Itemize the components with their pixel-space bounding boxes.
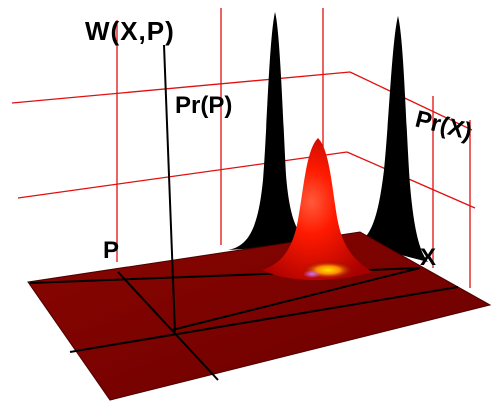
x-axis-label: X <box>420 244 436 271</box>
marginal-p-peak <box>228 12 318 250</box>
wigner-peak <box>262 138 372 280</box>
wigner-label: W(X,P) <box>85 16 175 46</box>
floor-line-center <box>171 267 421 331</box>
grid-lines <box>11 8 476 288</box>
wigner-peak-magenta <box>303 270 321 278</box>
w-axis <box>163 44 176 333</box>
grid-line-left-top <box>11 71 351 104</box>
marginal-x-peak <box>355 16 428 262</box>
grid-line-right-top <box>349 71 473 131</box>
phase-space-floor <box>27 231 492 401</box>
marginal-p-label: Pr(P) <box>175 92 232 119</box>
p-axis-label: P <box>103 237 119 264</box>
floor-line-x-left <box>117 271 219 381</box>
grid-line-left-mid <box>17 151 348 199</box>
grid-line-right-mid <box>346 151 476 209</box>
floor-line-p-front <box>69 286 459 353</box>
marginal-x-label: Pr(X) <box>413 106 475 146</box>
